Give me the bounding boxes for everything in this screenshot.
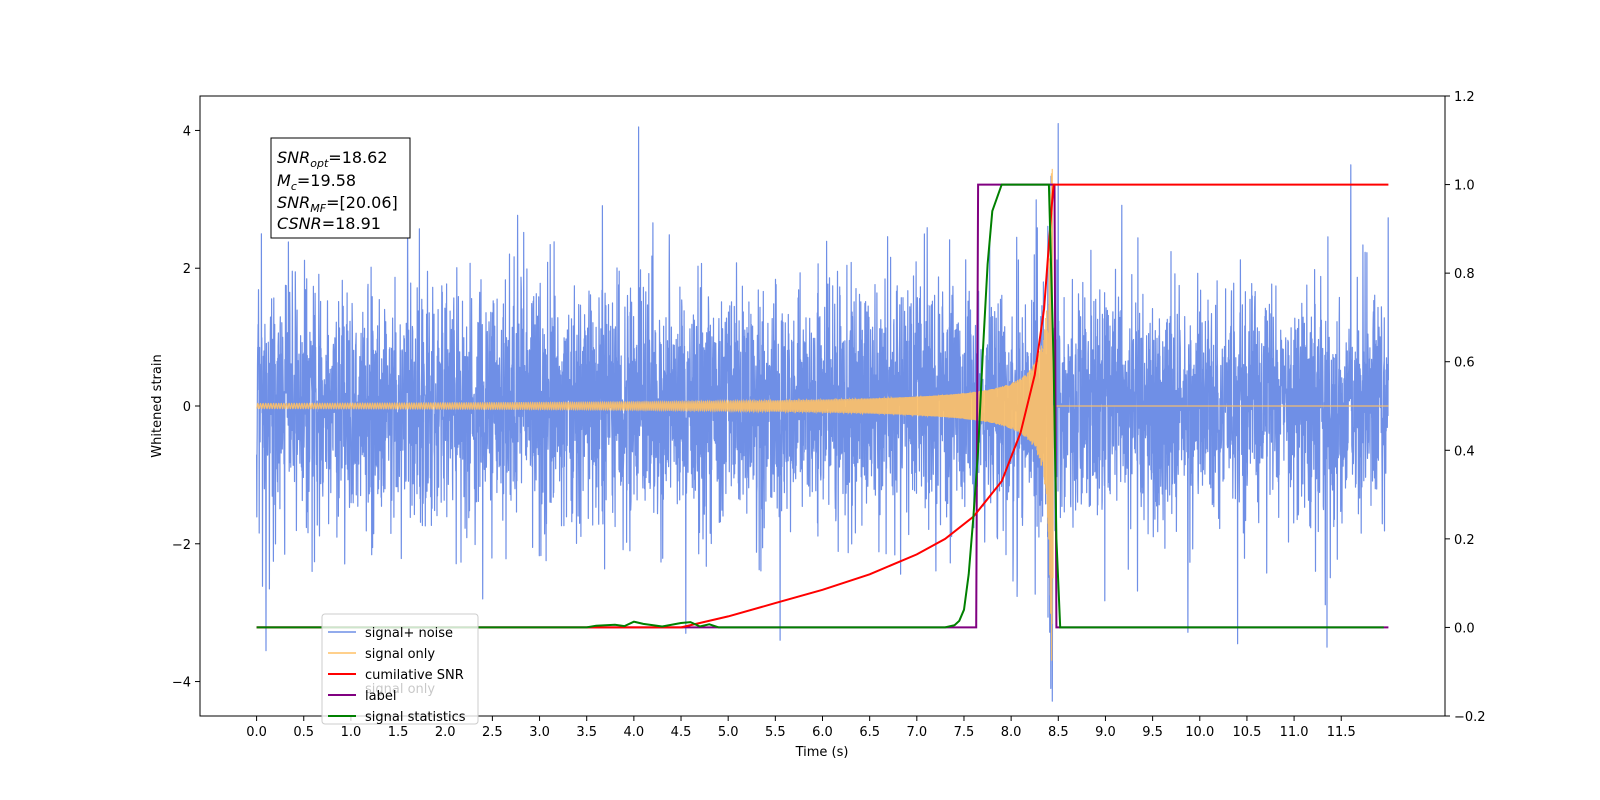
y-axis-right: 1.2 1.0 0.8 0.6 0.4 0.2 0.0 −0.2: [1445, 90, 1486, 725]
x-tick-label: 9.5: [1142, 725, 1163, 740]
x-tick-label: 11.0: [1280, 725, 1309, 740]
series-signal-noise-line: [256, 123, 1389, 702]
x-tick-label: 0.0: [246, 725, 267, 740]
legend-item-signal-only: signal only: [328, 647, 435, 662]
y2-tick-label: 1.2: [1454, 90, 1475, 105]
annotation-box: SNRopt=18.62 Mc=19.58 SNRMF=[20.06] CSNR…: [270, 137, 411, 239]
x-tick-label: 3.0: [529, 725, 550, 740]
y-axis-left: 4 2 0 −2 −4: [172, 124, 200, 691]
y2-tick-label: 0.4: [1454, 444, 1475, 459]
x-tick-label: 7.0: [906, 725, 927, 740]
y-tick-label: 2: [183, 262, 191, 277]
annotation-line-snr-opt: SNRopt=18.62: [277, 148, 388, 170]
annotation-line-mc: Mc=19.58: [277, 171, 356, 193]
y-axis-label: Whitened strain: [150, 354, 165, 457]
series-cumilative-snr-line: [256, 183, 1389, 629]
x-tick-label: 6.5: [859, 725, 880, 740]
legend-item-label: label: [328, 689, 396, 704]
legend-ghost-text: signal only: [365, 682, 435, 697]
x-tick-label: 9.0: [1095, 725, 1116, 740]
legend-item-signal-statistics: signal statistics: [328, 710, 466, 725]
legend-item-signal-noise: signal+ noise: [328, 626, 453, 641]
x-tick-label: 8.5: [1048, 725, 1069, 740]
x-tick-label: 4.5: [671, 725, 692, 740]
x-tick-label: 8.0: [1001, 725, 1022, 740]
x-axis-label: Time (s): [795, 745, 849, 760]
y2-tick-label: −0.2: [1454, 710, 1486, 725]
x-tick-label: 1.5: [388, 725, 409, 740]
annotation-line-snr-mf: SNRMF=[20.06]: [277, 193, 398, 215]
y-tick-label: −2: [172, 538, 191, 553]
x-tick-label: 1.0: [341, 725, 362, 740]
x-tick-label: 10.0: [1185, 725, 1214, 740]
x-tick-label: 5.0: [718, 725, 739, 740]
x-tick-label: 10.5: [1232, 725, 1261, 740]
y-tick-label: 4: [183, 124, 191, 139]
legend-label: signal only: [365, 647, 435, 662]
y2-tick-label: 0.8: [1454, 267, 1475, 282]
x-tick-label: 0.5: [293, 725, 314, 740]
legend-label: signal+ noise: [365, 626, 453, 641]
legend-label: cumilative SNR: [365, 668, 464, 683]
x-tick-label: 2.0: [435, 725, 456, 740]
x-tick-label: 3.5: [576, 725, 597, 740]
series-signal-statistics-line: [256, 183, 1384, 629]
series-signal-only-line: [256, 168, 1389, 661]
y2-tick-label: 0.0: [1454, 621, 1475, 636]
x-tick-label: 5.5: [765, 725, 786, 740]
x-tick-label: 4.0: [624, 725, 645, 740]
plot-series: [256, 123, 1389, 702]
annotation-line-csnr: CSNR=18.91: [277, 214, 381, 233]
y-tick-label: 0: [183, 400, 191, 415]
x-tick-label: 7.5: [954, 725, 975, 740]
y2-tick-label: 0.2: [1454, 533, 1475, 548]
y-tick-label: −4: [172, 676, 191, 691]
legend-label: signal statistics: [365, 710, 466, 725]
y2-tick-label: 0.6: [1454, 356, 1475, 371]
x-axis: 0.0 0.5 1.0 1.5 2.0 2.5 3.0 3.5 4.0 4.5 5.0 5.5 6.0 6…: [246, 716, 1356, 740]
x-tick-label: 11.5: [1327, 725, 1356, 740]
legend-label: label: [365, 689, 396, 704]
x-tick-label: 2.5: [482, 725, 503, 740]
y2-tick-label: 1.0: [1454, 179, 1475, 194]
legend-item-cumilative-snr: cumilative SNR: [328, 668, 464, 683]
x-tick-label: 6.0: [812, 725, 833, 740]
